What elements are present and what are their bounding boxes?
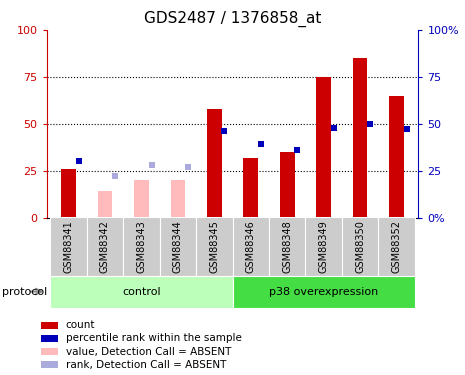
Text: GSM88350: GSM88350 (355, 220, 365, 273)
Bar (171, 180, 185, 218)
Bar (41, 322, 58, 329)
Bar (280, 152, 294, 217)
Bar (50, 217, 86, 276)
Bar (123, 217, 159, 276)
Bar (61, 169, 76, 217)
Bar (316, 77, 331, 218)
Bar (86, 217, 123, 276)
Bar (159, 217, 196, 276)
Text: GSM88349: GSM88349 (319, 220, 329, 273)
Text: GSM88346: GSM88346 (246, 220, 256, 273)
Bar (306, 217, 342, 276)
Bar (379, 217, 415, 276)
Text: value, Detection Call = ABSENT: value, Detection Call = ABSENT (66, 346, 231, 357)
Text: p38 overexpression: p38 overexpression (269, 286, 379, 297)
Text: rank, Detection Call = ABSENT: rank, Detection Call = ABSENT (66, 360, 226, 370)
Text: GSM88352: GSM88352 (392, 220, 402, 273)
Bar (41, 335, 58, 342)
Text: control: control (122, 286, 160, 297)
Text: GSM88344: GSM88344 (173, 220, 183, 273)
Bar (134, 180, 149, 218)
Text: protocol: protocol (2, 286, 47, 297)
Text: GSM88341: GSM88341 (63, 220, 73, 273)
Bar (41, 361, 58, 368)
Text: GSM88343: GSM88343 (136, 220, 146, 273)
Text: GSM88348: GSM88348 (282, 220, 292, 273)
Text: GSM88345: GSM88345 (209, 220, 219, 273)
Bar (50, 276, 232, 308)
Title: GDS2487 / 1376858_at: GDS2487 / 1376858_at (144, 11, 321, 27)
Bar (207, 109, 221, 217)
Bar (244, 158, 258, 218)
Bar (232, 276, 415, 308)
Text: GSM88342: GSM88342 (100, 220, 110, 273)
Bar (232, 217, 269, 276)
Bar (342, 217, 379, 276)
Bar (353, 58, 367, 217)
Bar (196, 217, 232, 276)
Text: count: count (66, 320, 95, 330)
Bar (41, 348, 58, 355)
Bar (389, 96, 404, 218)
Bar (98, 191, 112, 217)
Bar (269, 217, 306, 276)
Text: percentile rank within the sample: percentile rank within the sample (66, 333, 242, 344)
